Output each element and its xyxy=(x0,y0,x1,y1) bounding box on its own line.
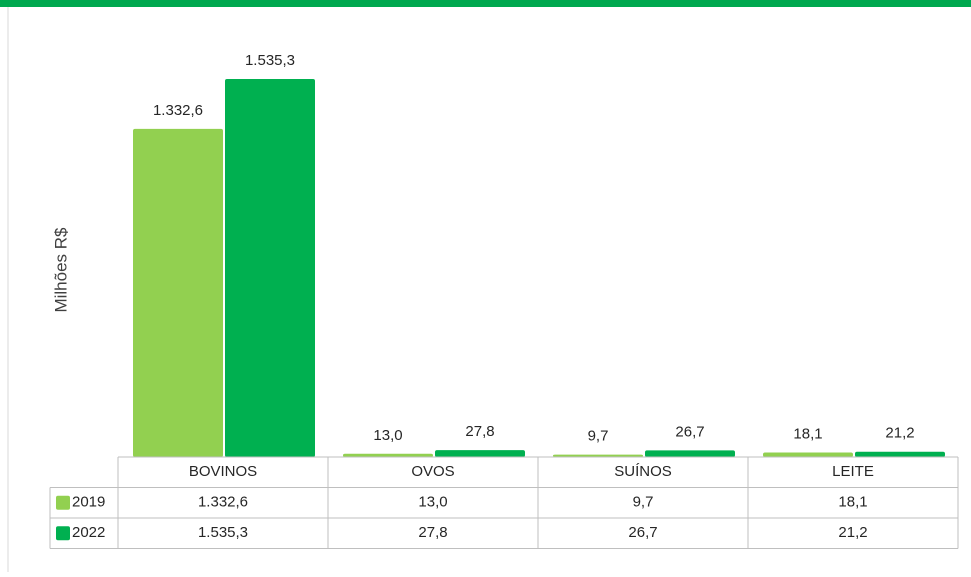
table-cell: 9,7 xyxy=(633,494,654,511)
x-tick-label: LEITE xyxy=(832,463,874,480)
table-cell: 26,7 xyxy=(628,524,657,541)
bar xyxy=(553,454,643,457)
bar xyxy=(225,79,315,457)
data-label: 1.332,6 xyxy=(153,102,203,119)
legend-swatch xyxy=(56,495,70,510)
table-cell: 1.332,6 xyxy=(198,494,248,511)
header-strip xyxy=(0,0,971,7)
table-cell: 18,1 xyxy=(838,494,867,511)
legend-label: 2019 xyxy=(72,494,105,511)
data-label: 9,7 xyxy=(588,428,609,445)
bar xyxy=(343,453,433,457)
data-label: 21,2 xyxy=(885,425,914,442)
y-axis-label: Milhões R$ xyxy=(51,227,70,313)
bar xyxy=(435,450,525,457)
x-tick-label: OVOS xyxy=(411,463,454,480)
legend-swatch xyxy=(56,526,70,541)
data-label: 1.535,3 xyxy=(245,52,295,69)
table-cell: 1.535,3 xyxy=(198,524,248,541)
bar xyxy=(133,128,223,457)
bar xyxy=(855,451,945,457)
legend-label: 2022 xyxy=(72,524,105,541)
table-cell: 27,8 xyxy=(418,524,447,541)
table-cell: 13,0 xyxy=(418,494,447,511)
data-label: 26,7 xyxy=(675,423,704,440)
data-label: 13,0 xyxy=(373,427,402,444)
x-tick-label: SUÍNOS xyxy=(614,463,672,480)
x-tick-label: BOVINOS xyxy=(189,463,257,480)
data-label: 18,1 xyxy=(793,426,822,443)
data-label: 27,8 xyxy=(465,423,494,440)
table-cell: 21,2 xyxy=(838,524,867,541)
bar xyxy=(645,450,735,457)
bar xyxy=(763,452,853,457)
